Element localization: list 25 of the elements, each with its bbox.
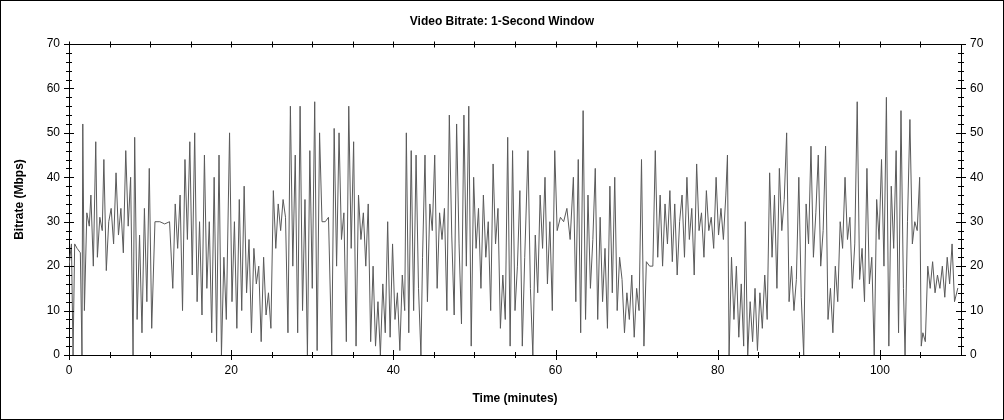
x-tick-label: 80 [711, 362, 725, 377]
y2-tick-label: 60 [970, 80, 984, 95]
x-axis-title: Time (minutes) [472, 391, 558, 406]
x-tick-label: 40 [386, 362, 401, 377]
y2-tick-label: 70 [970, 36, 984, 51]
y-tick-label: 30 [46, 214, 61, 229]
y-tick-label: 20 [46, 258, 61, 273]
y2-tick-label: 20 [970, 258, 984, 273]
y2-tick-label: 10 [970, 302, 984, 317]
chart-title: Video Bitrate: 1-Second Window [409, 13, 595, 28]
y-tick-label: 60 [46, 80, 61, 95]
y-tick-label: 70 [46, 36, 61, 51]
y2-tick-label: 50 [970, 125, 984, 140]
y-tick-label: 50 [46, 125, 61, 140]
y2-tick-label: 40 [970, 169, 984, 184]
y-tick-label: 10 [46, 302, 61, 317]
x-tick-label: 20 [224, 362, 239, 377]
y2-tick-label: 30 [970, 214, 984, 229]
y-axis-title: Bitrate (Mbps) [11, 159, 26, 240]
y-tick-label: 40 [46, 169, 61, 184]
x-tick-label: 100 [869, 362, 891, 377]
x-tick-label: 0 [65, 362, 73, 377]
y-tick-label: 0 [53, 347, 61, 362]
y2-tick-label: 0 [970, 347, 977, 362]
x-tick-label: 60 [548, 362, 563, 377]
